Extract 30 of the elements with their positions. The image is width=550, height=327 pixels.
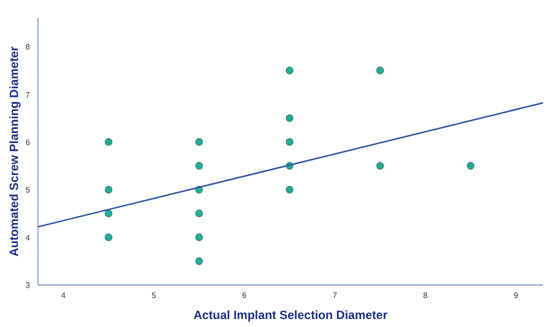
point [104, 186, 112, 194]
point [286, 66, 294, 74]
point [466, 162, 474, 170]
point [104, 210, 112, 218]
x-tick-label: 9 [514, 291, 519, 300]
y-tick-label: 7 [26, 90, 31, 100]
x-tick-label: 8 [423, 291, 428, 300]
y-tick-label: 5 [26, 186, 31, 195]
point [376, 66, 384, 74]
point [195, 234, 203, 242]
point [195, 210, 203, 218]
point [195, 138, 203, 146]
y-tick-label: 6 [26, 138, 31, 147]
y-axis-title: Automated Screw Planning Diameter [7, 46, 21, 257]
point [104, 234, 112, 242]
point [286, 114, 294, 122]
x-axis-title: Actual Implant Selection Diameter [193, 308, 388, 322]
point [376, 162, 384, 170]
y-tick-label: 3 [26, 281, 31, 290]
y-tick-label: 8 [26, 42, 31, 52]
x-tick-label: 7 [332, 291, 338, 300]
point [286, 138, 294, 146]
x-tick-label: 5 [152, 291, 157, 300]
y-tick-label: 4 [26, 233, 31, 242]
point [195, 162, 203, 170]
x-tick-label: 6 [242, 291, 248, 300]
point [286, 186, 294, 194]
point [104, 138, 112, 146]
point [195, 257, 203, 265]
x-tick-label: 4 [61, 291, 66, 300]
